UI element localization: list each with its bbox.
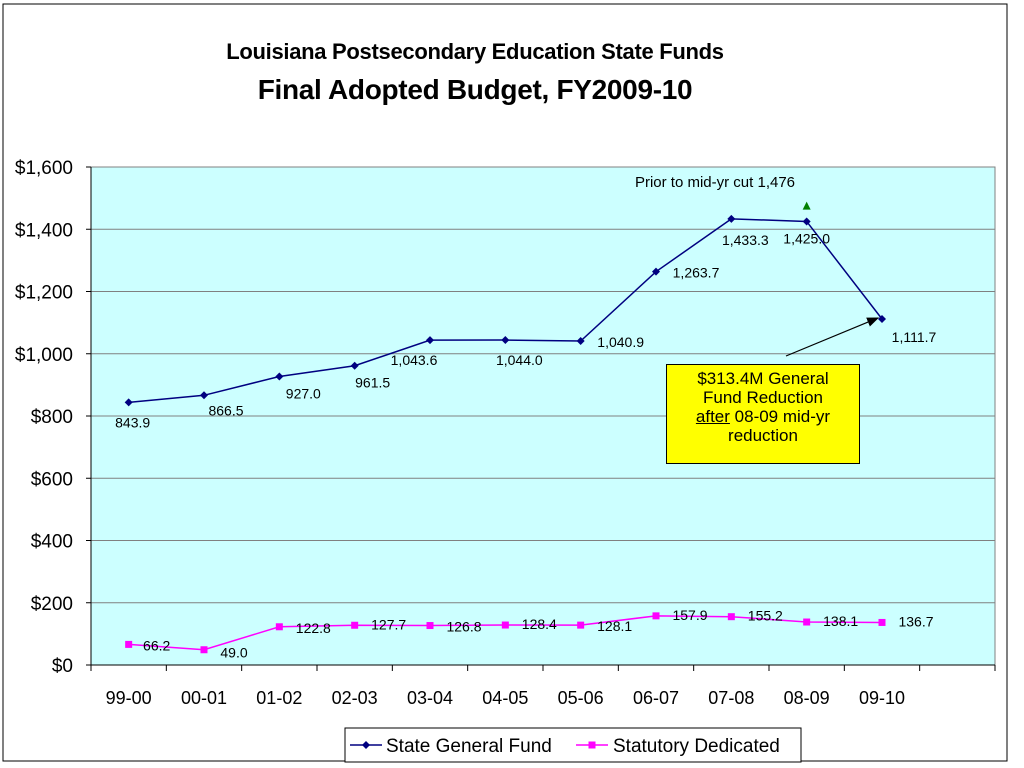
data-label: 49.0	[220, 645, 247, 661]
series: 843.9 866.5 927.0 961.51,043.6 1,044.0 1,040.…	[115, 214, 937, 661]
data-point	[727, 214, 736, 223]
y-axis-tick-labels: $0 $200 $400 $600 $800 $1,000 $1,200 $1,400 $1,6…	[15, 158, 73, 677]
callout-line-4: reduction	[728, 426, 798, 445]
x-tick-label: 06-07	[633, 688, 679, 708]
legend-marker-statutory-dedicated	[588, 741, 596, 749]
data-label: 66.2	[143, 637, 170, 653]
data-label: 136.7	[898, 613, 933, 629]
data-label: 961.5	[355, 375, 390, 391]
data-label: 128.4	[522, 616, 557, 632]
y-tick-label: $400	[31, 532, 73, 553]
reduction-callout-box: $313.4M General Fund Reduction after 08-…	[666, 364, 860, 464]
data-label: 1,263.7	[673, 265, 720, 281]
data-label: 126.8	[446, 619, 481, 635]
data-point	[350, 361, 359, 370]
x-tick-label: 02-03	[332, 688, 378, 708]
data-label: 1,043.6	[391, 352, 438, 368]
data-point	[426, 622, 434, 630]
data-point	[577, 621, 585, 629]
data-label: 138.1	[823, 613, 858, 629]
data-point	[802, 217, 811, 226]
chart-title: Louisiana Postsecondary Education State …	[226, 39, 724, 64]
data-label: 155.2	[748, 608, 783, 624]
x-tick-label: 04-05	[482, 688, 528, 708]
data-label: 122.8	[296, 620, 331, 636]
callout-line-3-rest: 08-09 mid-yr	[729, 407, 831, 426]
y-tick-label: $600	[31, 469, 73, 490]
data-label: 866.5	[208, 402, 243, 418]
data-point	[652, 612, 660, 620]
data-point	[576, 337, 585, 346]
callout-line-3: after 08-09 mid-yr	[667, 407, 859, 426]
legend-marker-state-general-fund	[362, 741, 370, 749]
data-point	[124, 398, 133, 407]
data-label: 1,425.0	[783, 230, 830, 246]
data-point	[125, 640, 133, 648]
data-point	[652, 267, 660, 276]
axes	[86, 166, 996, 671]
x-tick-label: 01-02	[256, 688, 302, 708]
data-label: 128.1	[597, 618, 632, 634]
legend-label-statutory-dedicated: Statutory Dedicated	[613, 736, 780, 757]
data-point	[727, 613, 735, 621]
y-tick-label: $1,000	[15, 345, 73, 366]
callout-arrow-line	[785, 317, 880, 357]
series-statutory-dedicated: 66.2 49.0 122.8 127.7 126.8 128.4 128.1 157.9 15…	[125, 607, 934, 661]
x-tick-label: 03-04	[407, 688, 453, 708]
callout-arrow	[785, 317, 880, 357]
series-state-general-fund: 843.9 866.5 927.0 961.51,043.6 1,044.0 1,040.…	[115, 214, 937, 430]
data-point	[803, 618, 811, 626]
legend-label-state-general-fund: State General Fund	[386, 736, 552, 757]
mid-year-cut-marker	[802, 201, 811, 210]
x-tick-label: 07-08	[708, 688, 754, 708]
callout-line-2: Fund Reduction	[702, 388, 824, 407]
data-label: 927.0	[286, 385, 321, 401]
callout-emphasis: after	[695, 407, 730, 426]
y-tick-label: $1,200	[15, 283, 73, 304]
x-tick-label: 99-00	[106, 688, 152, 708]
legend-box	[344, 727, 802, 763]
data-point	[501, 621, 509, 629]
data-point	[426, 336, 434, 345]
annotations: Prior to mid-yr cut 1,476	[635, 174, 811, 210]
y-tick-label: $800	[31, 407, 73, 428]
data-label: 127.7	[371, 616, 406, 632]
mid-year-cut-annotation: Prior to mid-yr cut 1,476	[635, 174, 795, 191]
data-label: 157.9	[672, 607, 707, 623]
data-point	[878, 618, 886, 626]
data-point	[878, 314, 886, 323]
data-point	[275, 372, 284, 381]
data-point	[200, 646, 208, 654]
x-tick-label: 05-06	[558, 688, 604, 708]
data-label: 1,040.9	[597, 334, 644, 350]
data-label: 843.9	[115, 414, 150, 430]
data-point	[351, 621, 359, 629]
chart-subtitle: Final Adopted Budget, FY2009-10	[258, 74, 693, 105]
data-label: 1,044.0	[496, 352, 543, 368]
y-tick-label: $200	[31, 594, 73, 615]
y-tick-label: $1,400	[15, 220, 73, 241]
callout-line-1: $313.4M General	[697, 369, 829, 388]
data-point	[200, 391, 208, 400]
x-axis-tick-labels: 99-00 00-01 01-02 02-03 03-04 04-05 05-06 06-07…	[106, 688, 905, 708]
y-tick-label: $1,600	[15, 158, 73, 179]
x-tick-label: 08-09	[784, 688, 830, 708]
y-tick-label: $0	[52, 656, 73, 677]
legend: State General Fund Statutory Dedicated	[344, 727, 802, 763]
data-point	[501, 336, 510, 345]
x-tick-label: 09-10	[859, 688, 905, 708]
data-label: 1,111.7	[892, 329, 937, 345]
data-label: 1,433.3	[722, 232, 769, 248]
x-tick-label: 00-01	[181, 688, 227, 708]
data-point	[275, 623, 283, 631]
